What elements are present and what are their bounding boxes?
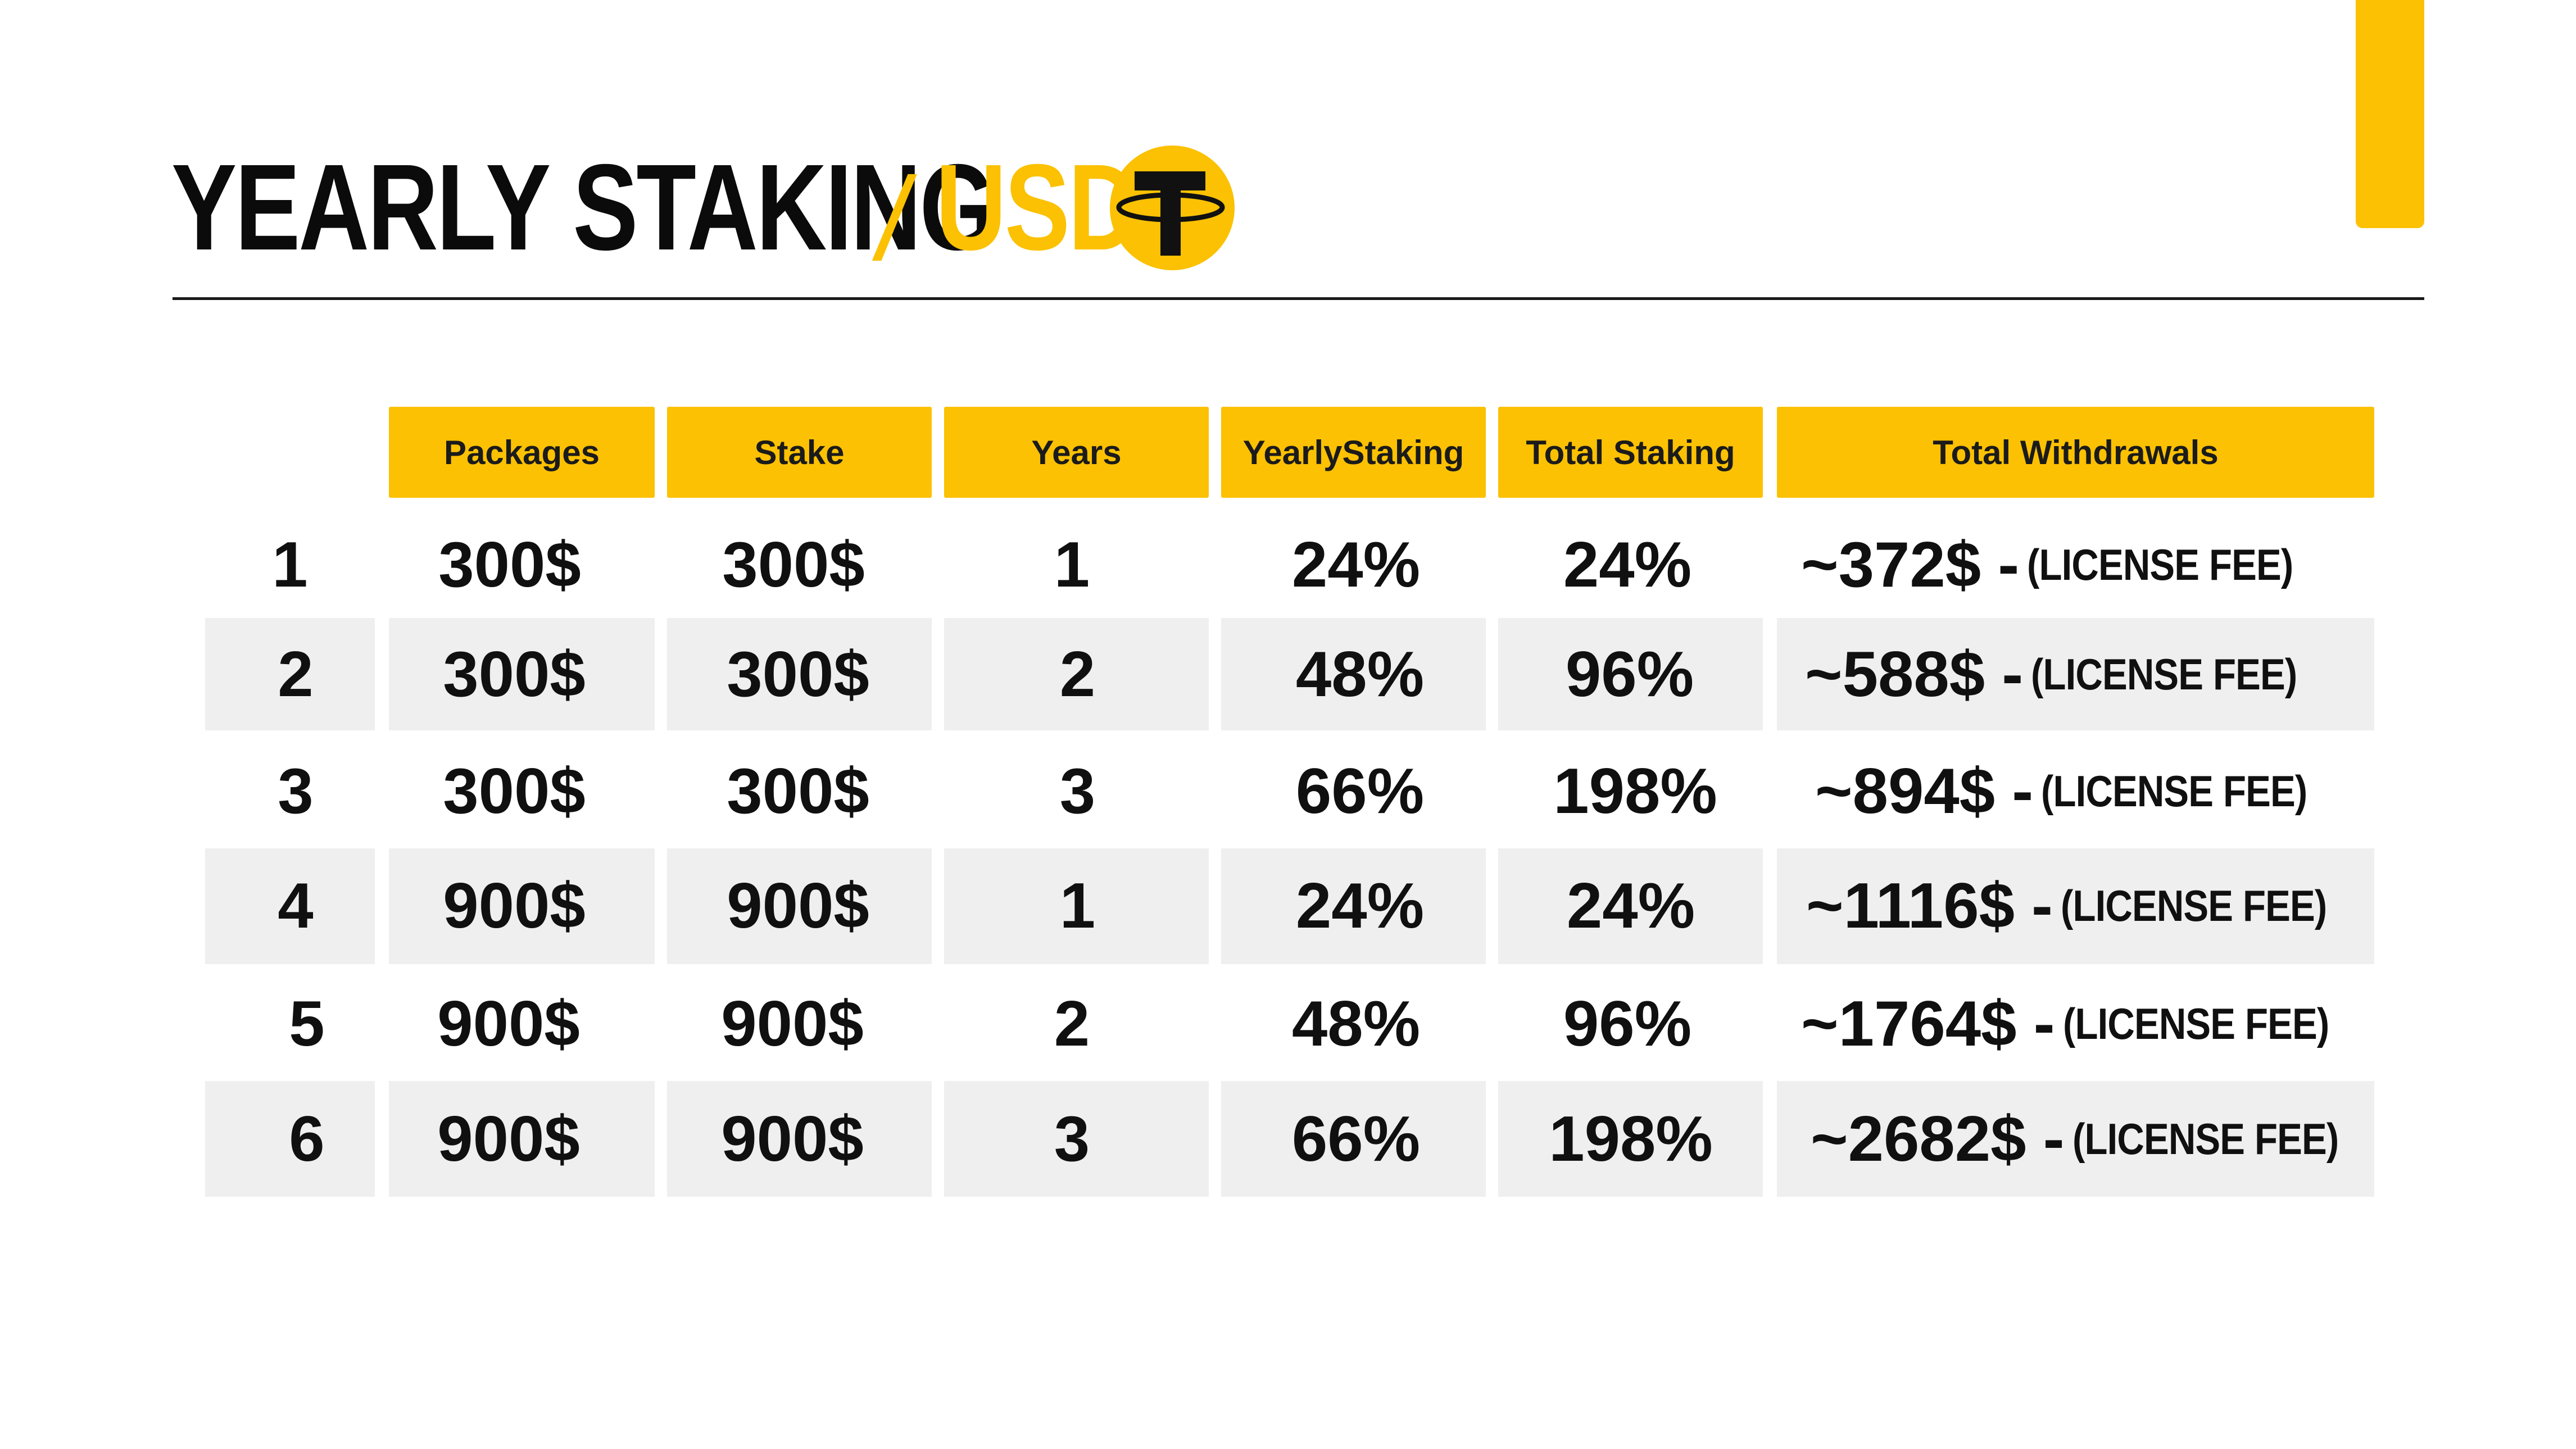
cell-total-withdrawal: ~2682$ - (LICENSE FEE) <box>1811 1083 2374 1195</box>
row-index: 3 <box>278 755 314 827</box>
row-shade <box>1777 618 2374 730</box>
cell-total-withdrawal: ~588$ - (LICENSE FEE) <box>1805 618 2374 730</box>
row-shade <box>1777 1081 2374 1197</box>
row-shade <box>667 1081 932 1197</box>
cell-total-staking: 24% <box>1566 870 1695 942</box>
title-row: YEARLY STAKING / USD <box>171 139 1235 285</box>
cell-stake: 300$ <box>727 755 869 827</box>
license-fee-label: (LICENSE FEE) <box>2027 539 2293 589</box>
header-yearly-staking: YearlyStaking <box>1221 407 1486 498</box>
cell-yearly-staking: 66% <box>1291 1103 1421 1175</box>
withdrawal-amount: ~2682$ <box>1811 1103 2026 1175</box>
withdrawal-dash: - <box>2033 988 2055 1060</box>
cell-stake: 900$ <box>721 1103 864 1175</box>
cell-years: 1 <box>1059 870 1096 942</box>
header-years: Years <box>944 407 1209 498</box>
row-shade <box>1221 618 1486 730</box>
row-shade <box>389 618 655 730</box>
title-accent: USD <box>936 139 1139 276</box>
row-shade <box>1498 848 1763 964</box>
accent-bar <box>2356 0 2424 228</box>
cell-years: 3 <box>1054 1103 1090 1175</box>
row-shade <box>1221 848 1486 964</box>
withdrawal-amount: ~1116$ <box>1806 870 2015 942</box>
row-shade <box>944 1081 1209 1197</box>
cell-stake: 900$ <box>721 988 864 1060</box>
cell-yearly-staking: 48% <box>1295 638 1425 710</box>
cell-total-withdrawal: ~372$ - (LICENSE FEE) <box>1801 508 2374 621</box>
license-fee-label: (LICENSE FEE) <box>2031 649 2297 699</box>
row-shade <box>389 1081 655 1197</box>
row-shade <box>667 848 932 964</box>
cell-stake: 300$ <box>722 529 865 601</box>
row-index: 2 <box>278 638 314 710</box>
header-stake: Stake <box>667 407 932 498</box>
row-index: 5 <box>289 988 325 1060</box>
withdrawal-dash: - <box>2012 755 2034 827</box>
row-index: 4 <box>278 870 314 942</box>
header-total-withdrawals: Total Withdrawals <box>1777 407 2374 498</box>
withdrawal-amount: ~588$ <box>1805 638 1985 710</box>
cell-total-withdrawal: ~1116$ - (LICENSE FEE) <box>1806 850 2374 962</box>
cell-total-withdrawal: ~1764$ - (LICENSE FEE) <box>1801 967 2374 1080</box>
header-total-staking: Total Staking <box>1498 407 1763 498</box>
license-fee-label: (LICENSE FEE) <box>2060 880 2327 930</box>
license-fee-label: (LICENSE FEE) <box>2072 1114 2339 1164</box>
cell-yearly-staking: 24% <box>1291 529 1421 601</box>
cell-total-staking: 198% <box>1549 1103 1713 1175</box>
license-fee-label: (LICENSE FEE) <box>2041 766 2307 816</box>
cell-total-staking: 96% <box>1565 638 1694 710</box>
cell-package: 900$ <box>443 870 586 942</box>
cell-total-staking: 96% <box>1563 988 1692 1060</box>
withdrawal-amount: ~1764$ <box>1801 988 2017 1060</box>
withdrawal-dash: - <box>1998 529 2020 601</box>
withdrawal-dash: - <box>2043 1103 2065 1175</box>
cell-stake: 300$ <box>727 638 869 710</box>
cell-total-withdrawal: ~894$ - (LICENSE FEE) <box>1815 735 2374 847</box>
cell-yearly-staking: 24% <box>1295 870 1425 942</box>
withdrawal-dash: - <box>2031 870 2053 942</box>
cell-years: 1 <box>1054 529 1090 601</box>
cell-yearly-staking: 48% <box>1291 988 1421 1060</box>
row-shade <box>389 848 655 964</box>
title-main: YEARLY STAKING <box>171 139 996 276</box>
tether-coin-icon <box>1110 146 1235 270</box>
withdrawal-dash: - <box>2002 638 2024 710</box>
cell-years: 3 <box>1059 755 1096 827</box>
cell-package: 300$ <box>443 755 586 827</box>
header-packages: Packages <box>389 407 655 498</box>
row-shade <box>667 618 932 730</box>
row-index: 1 <box>272 529 308 601</box>
cell-package: 300$ <box>443 638 586 710</box>
row-shade <box>205 618 375 730</box>
row-shade <box>1777 848 2374 964</box>
withdrawal-amount: ~372$ <box>1801 529 1981 601</box>
row-shade <box>1498 618 1763 730</box>
row-shade <box>944 848 1209 964</box>
cell-years: 2 <box>1059 638 1096 710</box>
row-shade <box>944 618 1209 730</box>
row-shade <box>205 1081 375 1197</box>
cell-total-staking: 198% <box>1553 755 1717 827</box>
cell-package: 300$ <box>438 529 581 601</box>
cell-years: 2 <box>1054 988 1090 1060</box>
cell-yearly-staking: 66% <box>1295 755 1425 827</box>
cell-package: 900$ <box>437 1103 580 1175</box>
row-shade <box>1498 1081 1763 1197</box>
cell-total-staking: 24% <box>1563 529 1692 601</box>
license-fee-label: (LICENSE FEE) <box>2062 998 2329 1048</box>
row-index: 6 <box>289 1103 325 1175</box>
title-divider <box>173 297 2424 300</box>
row-shade <box>205 848 375 964</box>
withdrawal-amount: ~894$ <box>1815 755 1996 827</box>
cell-stake: 900$ <box>727 870 869 942</box>
cell-package: 900$ <box>437 988 580 1060</box>
row-shade <box>1221 1081 1486 1197</box>
